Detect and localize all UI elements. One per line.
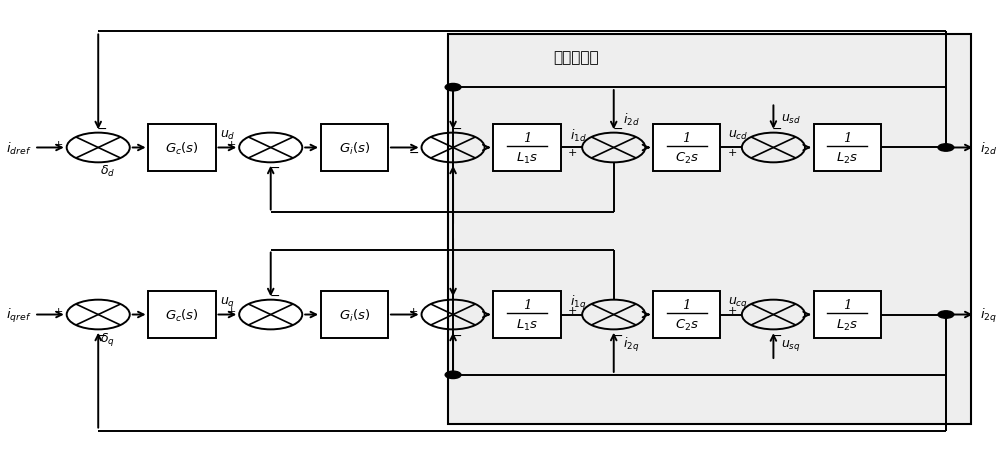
Text: −: −	[97, 329, 107, 342]
Text: −: −	[772, 329, 783, 342]
Text: $u_q$: $u_q$	[220, 294, 235, 309]
Text: +: +	[409, 306, 418, 316]
Text: $\delta_d$: $\delta_d$	[100, 164, 115, 179]
Bar	[814, 125, 881, 171]
Text: $i_{1d}$: $i_{1d}$	[570, 127, 587, 143]
Circle shape	[938, 311, 954, 319]
Text: −: −	[408, 146, 419, 159]
Text: +: +	[54, 139, 63, 150]
Bar	[448, 35, 971, 424]
Text: $u_d$: $u_d$	[220, 129, 235, 142]
Text: $i_{dref}$: $i_{dref}$	[6, 140, 31, 156]
Text: $u_{sq}$: $u_{sq}$	[781, 337, 801, 352]
Bar	[148, 292, 216, 338]
Text: +: +	[54, 306, 63, 316]
Circle shape	[938, 144, 954, 152]
Text: 1: 1	[682, 298, 691, 311]
Text: $C_2s$: $C_2s$	[675, 151, 699, 166]
Text: $C_2s$: $C_2s$	[675, 318, 699, 332]
Text: +: +	[568, 305, 577, 315]
Bar	[814, 292, 881, 338]
Text: $u_{cq}$: $u_{cq}$	[728, 294, 748, 309]
Text: $G_i(s)$: $G_i(s)$	[339, 307, 370, 323]
Text: +: +	[727, 305, 737, 315]
Text: 1: 1	[523, 298, 531, 311]
Text: 逆变器模型: 逆变器模型	[553, 50, 599, 65]
Bar	[493, 125, 561, 171]
Text: $i_{qref}$: $i_{qref}$	[6, 306, 31, 324]
Circle shape	[445, 371, 461, 379]
Text: $i_{2q}$: $i_{2q}$	[980, 306, 998, 324]
Text: $L_2s$: $L_2s$	[836, 151, 858, 166]
Text: −: −	[612, 329, 623, 342]
Text: +: +	[227, 139, 236, 150]
Text: $i_{2d}$: $i_{2d}$	[980, 140, 998, 156]
Text: −: −	[452, 122, 462, 135]
Bar	[148, 125, 216, 171]
Bar	[321, 125, 388, 171]
Text: −: −	[772, 122, 783, 135]
Text: 1: 1	[843, 298, 852, 311]
Text: −: −	[452, 329, 462, 342]
Text: $G_c(s)$: $G_c(s)$	[165, 140, 199, 156]
Text: $G_i(s)$: $G_i(s)$	[339, 140, 370, 156]
Text: −: −	[269, 162, 280, 175]
Text: $u_{sd}$: $u_{sd}$	[781, 113, 801, 126]
Circle shape	[445, 84, 461, 92]
Text: 1: 1	[523, 131, 531, 144]
Bar	[493, 292, 561, 338]
Text: $i_{2d}$: $i_{2d}$	[623, 112, 640, 127]
Text: −: −	[612, 122, 623, 135]
Text: 1: 1	[843, 131, 852, 144]
Text: $i_{2q}$: $i_{2q}$	[623, 336, 640, 353]
Text: 1: 1	[682, 131, 691, 144]
Text: $L_1s$: $L_1s$	[516, 151, 538, 166]
Bar	[653, 292, 720, 338]
Text: $\delta_q$: $\delta_q$	[100, 331, 115, 347]
Bar	[321, 292, 388, 338]
Text: $u_{cd}$: $u_{cd}$	[728, 129, 748, 142]
Text: +: +	[227, 306, 236, 316]
Text: $L_2s$: $L_2s$	[836, 318, 858, 332]
Text: +: +	[568, 148, 577, 158]
Text: −: −	[97, 122, 107, 135]
Text: $L_1s$: $L_1s$	[516, 318, 538, 332]
Bar	[653, 125, 720, 171]
Text: −: −	[269, 289, 280, 302]
Text: +: +	[727, 148, 737, 158]
Text: $i_{1q}$: $i_{1q}$	[570, 293, 586, 311]
Text: $G_c(s)$: $G_c(s)$	[165, 307, 199, 323]
